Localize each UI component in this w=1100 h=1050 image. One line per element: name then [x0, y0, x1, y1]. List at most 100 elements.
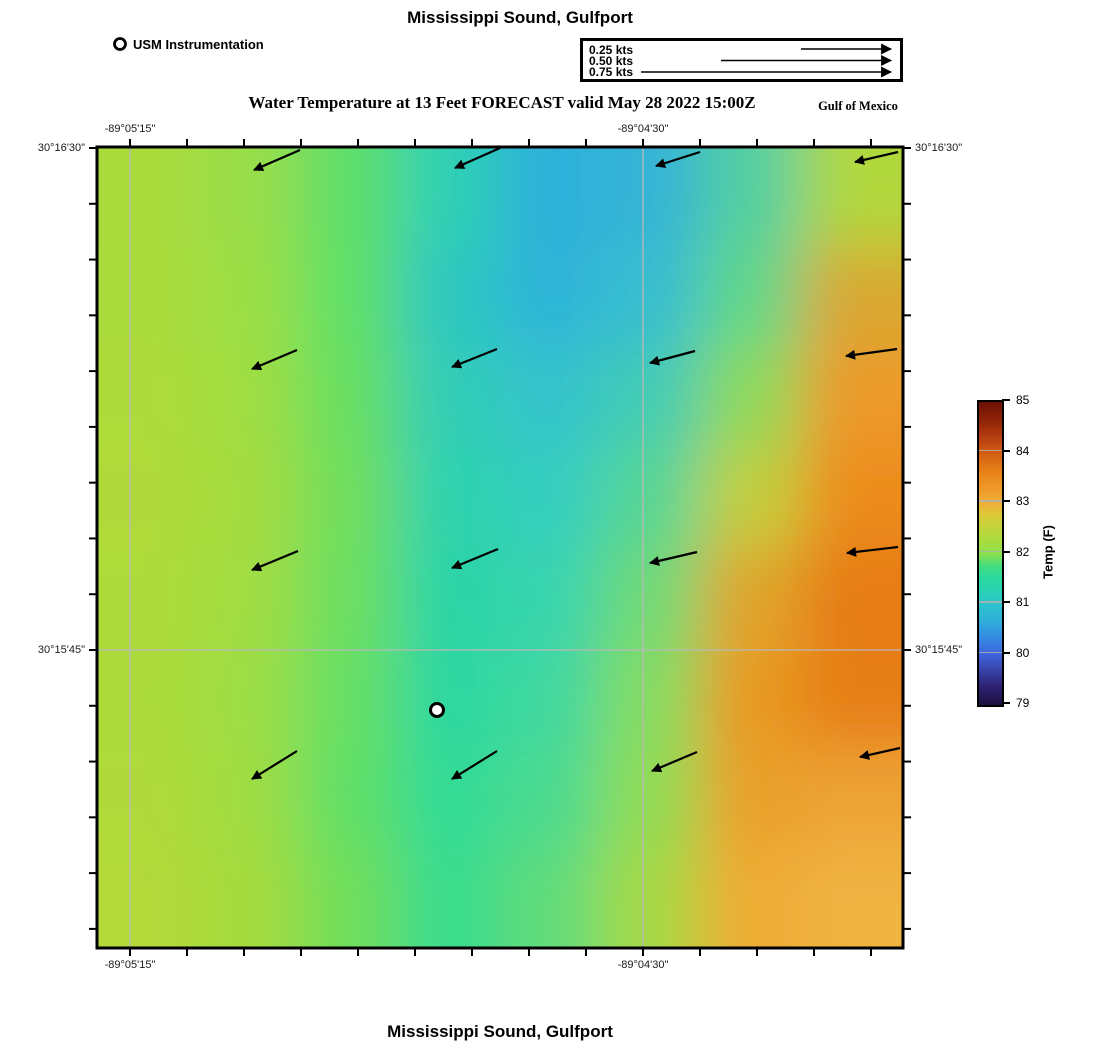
heat-cell — [297, 746, 401, 849]
heat-cell — [499, 646, 602, 749]
axis-tick-label: -89°04'30" — [617, 123, 669, 135]
colorbar-tick — [1002, 399, 1010, 401]
heat-cell — [801, 746, 903, 849]
heat-cell — [801, 346, 903, 449]
heat-cell — [196, 746, 300, 849]
heat-cell — [398, 147, 502, 148]
heat-cell — [398, 846, 502, 948]
heat-cell — [499, 147, 602, 148]
heat-cell — [902, 947, 903, 948]
heat-cell — [599, 746, 703, 849]
station-circle-icon — [113, 37, 127, 51]
temperature-map — [89, 139, 911, 956]
colorbar-gridline — [979, 449, 1002, 452]
heat-cell — [297, 446, 401, 549]
heat-cell — [97, 546, 199, 649]
heat-cell — [196, 546, 300, 649]
heat-cell — [499, 846, 602, 948]
heat-cell — [398, 546, 502, 649]
heat-cell — [700, 846, 804, 948]
current-arrow — [655, 150, 701, 169]
heat-cell — [297, 346, 401, 449]
heat-cell — [196, 147, 300, 249]
station-circle-icon — [429, 702, 445, 718]
heat-cell — [700, 646, 804, 749]
colorbar — [977, 400, 1004, 707]
heat-cell — [297, 546, 401, 649]
colorbar-tick-label: 84 — [1016, 443, 1030, 458]
colorbar-gridline — [979, 651, 1002, 654]
current-arrow — [251, 549, 299, 572]
heat-cell — [398, 446, 502, 549]
heat-cell — [97, 947, 98, 948]
heat-cell — [801, 846, 903, 948]
heat-cell — [398, 147, 502, 249]
heat-cell — [700, 246, 804, 349]
current-arrow — [845, 347, 898, 360]
colorbar-tick-label: 82 — [1016, 544, 1030, 559]
current-arrow — [649, 550, 698, 566]
axis-tick-label: 30°16'30" — [915, 142, 963, 154]
heat-cell — [700, 947, 804, 948]
colorbar-tick — [1002, 601, 1010, 603]
colorbar-tick — [1002, 500, 1010, 502]
heat-cell — [700, 546, 804, 649]
heat-cell — [97, 246, 199, 349]
heat-cell — [196, 446, 300, 549]
heat-cell — [599, 147, 703, 249]
velocity-scale-arrows — [641, 43, 893, 78]
heat-cell — [297, 246, 401, 349]
heat-cell — [499, 246, 602, 349]
heat-cell — [196, 947, 300, 948]
heat-cell — [97, 147, 98, 148]
axis-tick-label: 30°16'30" — [37, 142, 85, 154]
axis-tick-label: -89°04'30" — [617, 959, 669, 971]
heat-cell — [196, 246, 300, 349]
heat-cell — [700, 346, 804, 449]
heat-cell — [499, 346, 602, 449]
heat-cell — [97, 346, 98, 449]
heat-cell — [97, 246, 98, 349]
heat-cell — [297, 846, 401, 948]
heat-cell — [902, 846, 903, 948]
map-frame — [95, 145, 905, 950]
figure-title-bottom: Mississippi Sound, Gulfport — [387, 1022, 613, 1041]
colorbar-gridline — [979, 601, 1002, 603]
heat-cell — [97, 147, 98, 249]
heat-cell — [196, 646, 300, 749]
colorbar-tick — [1002, 449, 1010, 452]
current-arrow — [451, 750, 498, 780]
heat-cell — [700, 446, 804, 549]
current-arrow — [846, 545, 899, 557]
heat-cell — [801, 246, 903, 349]
heat-cell — [801, 646, 903, 749]
current-arrow — [651, 750, 698, 773]
current-arrow — [454, 146, 501, 170]
heat-cell — [499, 446, 602, 549]
colorbar-title: Temp (F) — [1040, 524, 1056, 579]
heat-cell — [398, 246, 502, 349]
heat-cell — [801, 947, 903, 948]
current-arrow — [451, 547, 499, 570]
heat-cell — [97, 446, 98, 549]
current-arrow — [251, 750, 298, 780]
scale-label-025: 0.25 kts — [589, 43, 634, 57]
heat-cell — [297, 147, 401, 249]
region-label: Gulf of Mexico — [818, 99, 898, 113]
heat-cell — [97, 846, 98, 948]
colorbar-tick-label: 80 — [1016, 645, 1030, 660]
heat-cell — [499, 546, 602, 649]
heat-cell — [398, 746, 502, 849]
heat-cell — [196, 846, 300, 948]
heat-cell — [297, 646, 401, 749]
station-legend: USM Instrumentation — [112, 36, 264, 52]
heat-cell — [297, 147, 401, 148]
heat-cell — [97, 446, 199, 549]
heat-cell — [801, 147, 903, 148]
colorbar-tick-label: 85 — [1016, 393, 1030, 407]
heat-cell — [398, 646, 502, 749]
figure-subtitle: Water Temperature at 13 Feet FORECAST va… — [248, 93, 756, 112]
scale-label-050: 0.50 kts — [589, 54, 634, 68]
current-arrow — [854, 150, 899, 165]
heat-cell — [97, 746, 98, 849]
